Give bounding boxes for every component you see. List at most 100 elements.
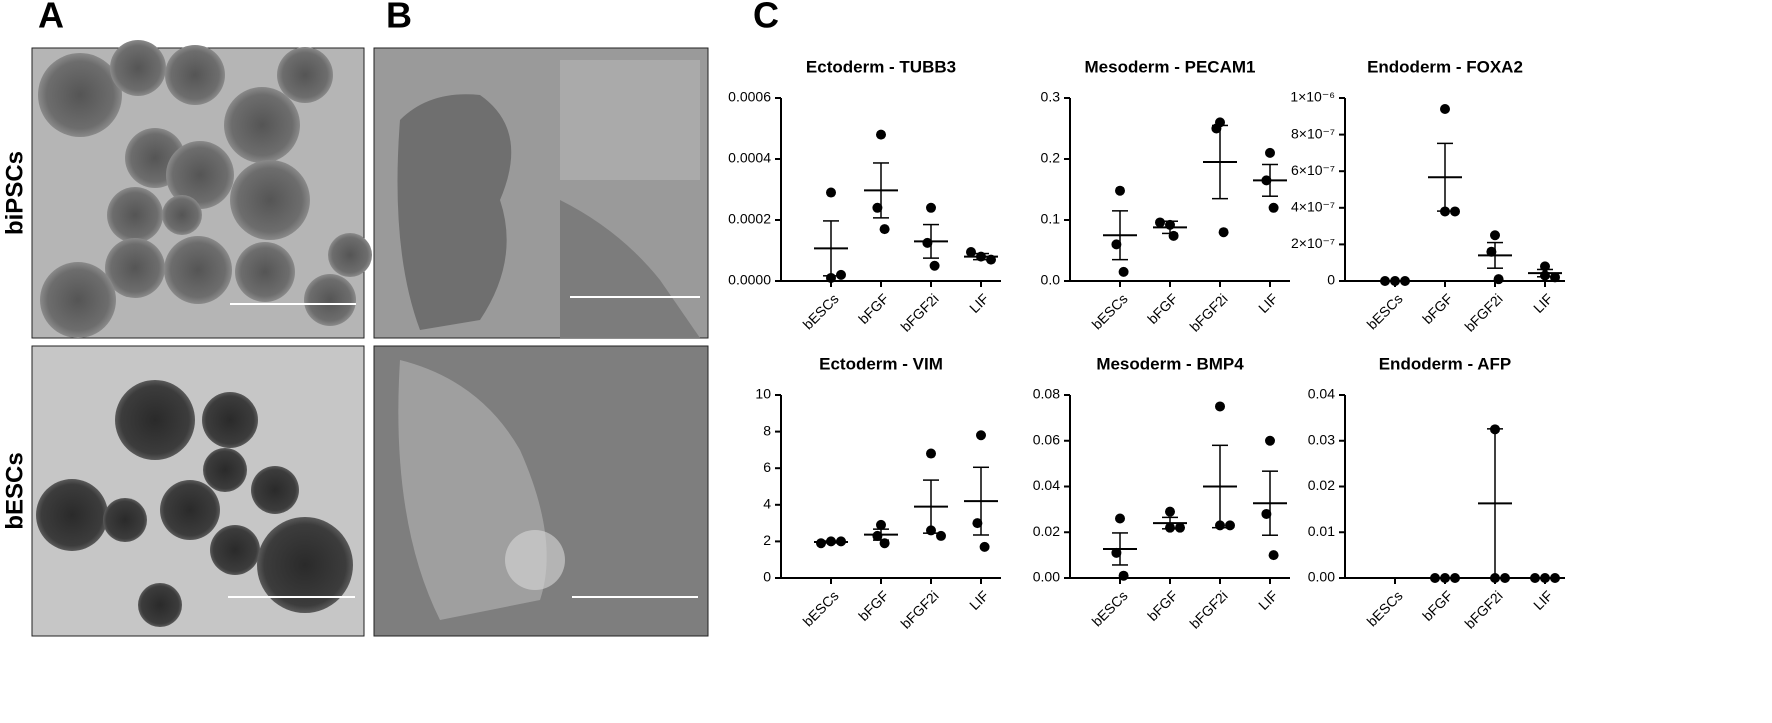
data-point: [1265, 147, 1275, 158]
y-tick-label: 0.00: [1308, 569, 1335, 585]
y-tick-label: 0.0004: [728, 150, 771, 166]
data-point: [1175, 522, 1185, 533]
data-point: [1500, 573, 1510, 583]
x-tick-label: bFGF2i: [1461, 290, 1505, 334]
data-point: [836, 269, 846, 280]
data-point: [876, 519, 886, 530]
x-tick-label: bFGF2i: [1461, 587, 1505, 631]
data-point: [1550, 272, 1560, 283]
x-tick-label: bFGF: [1419, 290, 1456, 327]
y-tick-label: 0.01: [1308, 523, 1335, 539]
y-tick-label: 0.0: [1041, 272, 1061, 288]
y-tick-label: 0.3: [1041, 89, 1061, 105]
row-label: biPSCs: [1, 151, 28, 235]
data-point: [1490, 230, 1500, 241]
x-tick-label: bFGF: [1144, 290, 1181, 327]
y-tick-label: 0.08: [1033, 386, 1060, 402]
x-tick-label: LIF: [1255, 587, 1281, 613]
data-point: [1155, 217, 1165, 228]
data-point: [926, 448, 936, 459]
data-point: [1111, 547, 1122, 558]
data-point: [876, 129, 886, 140]
panel-label: A: [38, 0, 64, 36]
y-tick-label: 8×10⁻⁷: [1291, 125, 1335, 141]
y-tick-label: 0.2: [1041, 150, 1061, 166]
data-point: [872, 202, 883, 213]
x-tick-label: bFGF2i: [1186, 290, 1230, 334]
data-point: [1486, 246, 1497, 257]
data-point: [879, 224, 890, 235]
x-tick-label: bESCs: [1364, 587, 1406, 629]
data-point: [929, 260, 940, 271]
data-point: [926, 202, 936, 213]
y-tick-label: 2: [763, 532, 771, 548]
y-tick-label: 10: [755, 386, 771, 402]
x-tick-label: bESCs: [1089, 587, 1131, 629]
y-tick-label: 0: [763, 569, 771, 585]
x-tick-label: bFGF: [1144, 587, 1181, 624]
panel-label: B: [386, 0, 412, 36]
micrograph: [373, 345, 709, 637]
panel-label: C: [753, 0, 779, 36]
y-tick-label: 0.04: [1308, 386, 1335, 402]
data-point: [966, 247, 976, 258]
chart-title: Ectoderm - TUBB3: [806, 57, 956, 76]
data-point: [1115, 513, 1125, 524]
x-tick-label: bFGF2i: [897, 587, 941, 631]
data-point: [826, 187, 836, 198]
chart-title: Mesoderm - BMP4: [1096, 354, 1244, 373]
chart-title: Mesoderm - PECAM1: [1085, 57, 1256, 76]
y-tick-label: 0.06: [1033, 431, 1060, 447]
x-tick-label: LIF: [966, 587, 992, 613]
data-point: [1450, 206, 1460, 217]
data-point: [1218, 227, 1229, 238]
y-tick-label: 2×10⁻⁷: [1291, 235, 1335, 251]
data-point: [1493, 274, 1504, 285]
chart-title: Ectoderm - VIM: [819, 354, 943, 373]
micrograph: [31, 40, 372, 339]
x-tick-label: LIF: [1530, 290, 1556, 316]
data-point: [1261, 508, 1272, 519]
data-point: [1268, 550, 1279, 561]
x-tick-label: LIF: [1530, 587, 1556, 613]
micrograph: [373, 47, 709, 339]
x-tick-label: bFGF2i: [897, 290, 941, 334]
y-tick-label: 0: [1327, 272, 1335, 288]
x-tick-label: bFGF: [1419, 587, 1456, 624]
y-tick-label: 4: [763, 496, 771, 512]
x-tick-label: bESCs: [800, 587, 842, 629]
y-tick-label: 0.02: [1308, 477, 1335, 493]
y-tick-label: 1×10⁻⁶: [1290, 89, 1335, 105]
x-tick-label: bESCs: [1364, 290, 1406, 332]
data-point: [1440, 103, 1450, 114]
data-point: [1165, 506, 1175, 517]
x-tick-label: bFGF: [855, 587, 892, 624]
y-tick-label: 0.04: [1033, 477, 1060, 493]
micrograph: [31, 345, 365, 637]
data-point: [1115, 185, 1125, 196]
x-tick-label: bFGF2i: [1186, 587, 1230, 631]
data-point: [972, 518, 983, 529]
data-point: [872, 530, 883, 541]
data-point: [979, 541, 990, 552]
y-tick-label: 0.1: [1041, 211, 1061, 227]
x-tick-label: LIF: [966, 290, 992, 316]
y-tick-label: 0.03: [1308, 431, 1335, 447]
y-tick-label: 0.0006: [728, 89, 771, 105]
y-tick-label: 6: [763, 459, 771, 475]
data-point: [1118, 570, 1129, 581]
data-point: [936, 530, 946, 541]
data-point: [1268, 202, 1279, 213]
y-tick-label: 4×10⁻⁷: [1291, 199, 1335, 215]
x-tick-label: bFGF: [855, 290, 892, 327]
y-tick-label: 0.00: [1033, 569, 1060, 585]
x-tick-label: LIF: [1255, 290, 1281, 316]
data-point: [1118, 266, 1129, 277]
y-tick-label: 8: [763, 422, 771, 438]
data-point: [976, 430, 986, 441]
data-point: [1225, 520, 1235, 531]
x-tick-label: bESCs: [1089, 290, 1131, 332]
data-point: [1111, 239, 1122, 250]
row-label: bESCs: [1, 452, 28, 529]
